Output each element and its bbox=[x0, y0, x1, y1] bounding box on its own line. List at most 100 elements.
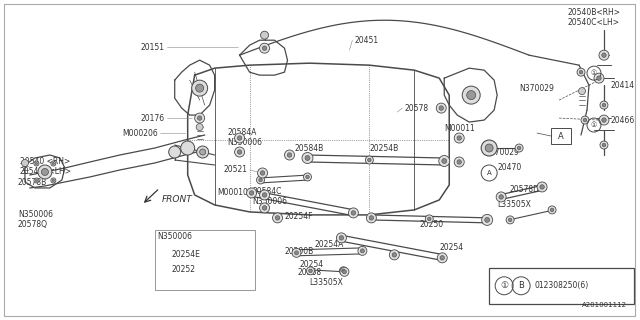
Circle shape bbox=[262, 46, 267, 51]
Circle shape bbox=[600, 101, 608, 109]
Circle shape bbox=[246, 188, 257, 198]
Circle shape bbox=[235, 147, 244, 157]
Text: A201001112: A201001112 bbox=[582, 302, 627, 308]
Circle shape bbox=[392, 252, 397, 257]
Text: 20200B: 20200B bbox=[285, 247, 314, 256]
Text: N370029: N370029 bbox=[484, 148, 519, 156]
Circle shape bbox=[38, 165, 52, 179]
Circle shape bbox=[51, 161, 56, 166]
Text: 20151: 20151 bbox=[141, 43, 164, 52]
Circle shape bbox=[602, 53, 606, 57]
Circle shape bbox=[440, 256, 445, 260]
Circle shape bbox=[169, 146, 180, 158]
Text: 20584B: 20584B bbox=[294, 144, 324, 153]
Text: 20254F: 20254F bbox=[285, 212, 313, 221]
Circle shape bbox=[196, 84, 204, 92]
Text: FRONT: FRONT bbox=[162, 196, 193, 204]
Circle shape bbox=[537, 182, 547, 192]
Circle shape bbox=[457, 160, 461, 164]
Circle shape bbox=[496, 192, 506, 202]
Circle shape bbox=[197, 116, 202, 120]
Circle shape bbox=[339, 236, 344, 240]
Circle shape bbox=[287, 153, 292, 157]
Circle shape bbox=[302, 153, 313, 164]
Circle shape bbox=[303, 173, 312, 181]
Circle shape bbox=[22, 159, 28, 166]
Circle shape bbox=[369, 216, 374, 220]
Circle shape bbox=[308, 269, 312, 273]
Circle shape bbox=[517, 146, 521, 150]
Circle shape bbox=[577, 68, 585, 76]
Text: 20540B<RH>: 20540B<RH> bbox=[567, 8, 620, 17]
Text: L33505X: L33505X bbox=[310, 278, 343, 287]
Circle shape bbox=[437, 253, 447, 263]
Bar bbox=[551, 128, 571, 144]
Circle shape bbox=[262, 206, 267, 210]
Circle shape bbox=[481, 140, 497, 156]
Text: 20176: 20176 bbox=[141, 114, 164, 123]
Circle shape bbox=[602, 103, 606, 107]
Circle shape bbox=[339, 267, 348, 275]
Circle shape bbox=[454, 133, 464, 143]
Circle shape bbox=[600, 141, 608, 149]
Circle shape bbox=[389, 250, 399, 260]
Circle shape bbox=[439, 106, 444, 110]
Circle shape bbox=[540, 185, 545, 189]
Circle shape bbox=[200, 149, 205, 155]
Circle shape bbox=[348, 208, 358, 218]
Circle shape bbox=[305, 156, 310, 160]
Circle shape bbox=[237, 150, 242, 154]
Circle shape bbox=[365, 156, 373, 164]
Circle shape bbox=[436, 103, 446, 113]
Circle shape bbox=[454, 157, 464, 167]
Text: 20578: 20578 bbox=[404, 104, 428, 113]
Text: 20540A<LH>: 20540A<LH> bbox=[20, 167, 72, 176]
Text: M00011: M00011 bbox=[444, 124, 475, 132]
Text: 20578D: 20578D bbox=[509, 186, 539, 195]
Text: A: A bbox=[487, 170, 492, 176]
Bar bbox=[489, 268, 634, 304]
Circle shape bbox=[191, 80, 207, 96]
Circle shape bbox=[360, 249, 364, 253]
Text: 20254: 20254 bbox=[300, 260, 324, 269]
Text: ①: ① bbox=[591, 122, 597, 128]
Circle shape bbox=[457, 136, 461, 140]
Circle shape bbox=[467, 91, 476, 100]
Circle shape bbox=[439, 156, 450, 166]
Text: 20578B: 20578B bbox=[18, 179, 47, 188]
Circle shape bbox=[273, 213, 282, 223]
Circle shape bbox=[340, 267, 349, 276]
Circle shape bbox=[34, 178, 39, 183]
Circle shape bbox=[235, 133, 244, 143]
Text: N370029: N370029 bbox=[519, 84, 554, 92]
Circle shape bbox=[602, 143, 606, 147]
Text: 20578Q: 20578Q bbox=[18, 220, 48, 229]
Circle shape bbox=[275, 216, 280, 220]
Circle shape bbox=[51, 178, 56, 183]
Text: 20414: 20414 bbox=[611, 81, 635, 90]
Text: M000109: M000109 bbox=[218, 188, 253, 197]
Circle shape bbox=[581, 116, 589, 124]
Text: 20254A: 20254A bbox=[314, 240, 344, 249]
Circle shape bbox=[262, 193, 267, 197]
Circle shape bbox=[579, 88, 586, 95]
Text: 20451: 20451 bbox=[355, 36, 378, 45]
Circle shape bbox=[508, 218, 512, 222]
Circle shape bbox=[342, 270, 346, 274]
Circle shape bbox=[579, 70, 583, 74]
Circle shape bbox=[462, 86, 480, 104]
Circle shape bbox=[442, 158, 447, 164]
Circle shape bbox=[180, 141, 195, 155]
Circle shape bbox=[506, 216, 514, 224]
Circle shape bbox=[515, 144, 523, 152]
Circle shape bbox=[351, 211, 356, 215]
Circle shape bbox=[596, 76, 601, 80]
Circle shape bbox=[42, 169, 49, 175]
Circle shape bbox=[485, 144, 493, 152]
Circle shape bbox=[337, 233, 346, 243]
Text: B: B bbox=[518, 281, 524, 290]
Circle shape bbox=[550, 208, 554, 212]
Circle shape bbox=[257, 176, 264, 184]
Circle shape bbox=[260, 203, 269, 213]
Circle shape bbox=[35, 179, 38, 181]
